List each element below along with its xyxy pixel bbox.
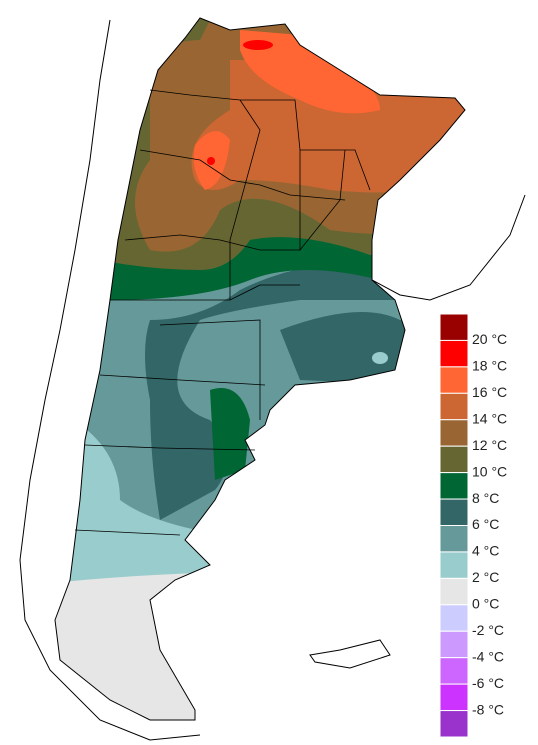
legend-label: 16 °C: [472, 384, 507, 400]
legend-label: 14 °C: [472, 410, 507, 426]
island: [309, 639, 391, 669]
legend-swatch: [439, 392, 469, 421]
legend-label: -2 °C: [472, 622, 504, 638]
legend-swatch: [439, 419, 469, 447]
legend-label: 6 °C: [472, 516, 499, 532]
country-outline: [54, 17, 466, 721]
legend-swatch: [439, 472, 469, 500]
legend-label: 10 °C: [472, 463, 507, 479]
legend-swatch: [439, 313, 469, 341]
legend-label: 8 °C: [472, 490, 499, 506]
legend-label: -4 °C: [472, 648, 504, 664]
legend-swatch: [439, 366, 469, 394]
legend-label: -8 °C: [472, 701, 504, 717]
legend-swatch: [439, 339, 469, 368]
legend-label: 4 °C: [472, 543, 499, 559]
legend-label: 20 °C: [472, 331, 507, 347]
legend-swatch: [439, 604, 469, 632]
legend-label: 18 °C: [472, 358, 507, 374]
legend-swatch: [439, 683, 469, 712]
province-borders: [74, 89, 371, 536]
legend-swatch: [439, 551, 469, 579]
legend-swatch: [439, 445, 469, 474]
legend-label: 2 °C: [472, 569, 499, 585]
legend-swatch: [439, 630, 469, 659]
legend-swatch: [439, 657, 469, 685]
legend-swatch: [439, 498, 469, 526]
legend-label: 0 °C: [472, 596, 499, 612]
legend-swatch: [439, 577, 469, 606]
legend-label: 12 °C: [472, 437, 507, 453]
legend-swatch: [439, 710, 469, 738]
legend: 20 °C 18 °C 16 °C 14 °C 12 °C 10 °C 8 °C 6 °C 4 …: [439, 313, 507, 738]
coastline: [371, 194, 526, 301]
coastline: [19, 19, 201, 741]
legend-label: -6 °C: [472, 675, 504, 691]
legend-swatch: [439, 525, 469, 553]
